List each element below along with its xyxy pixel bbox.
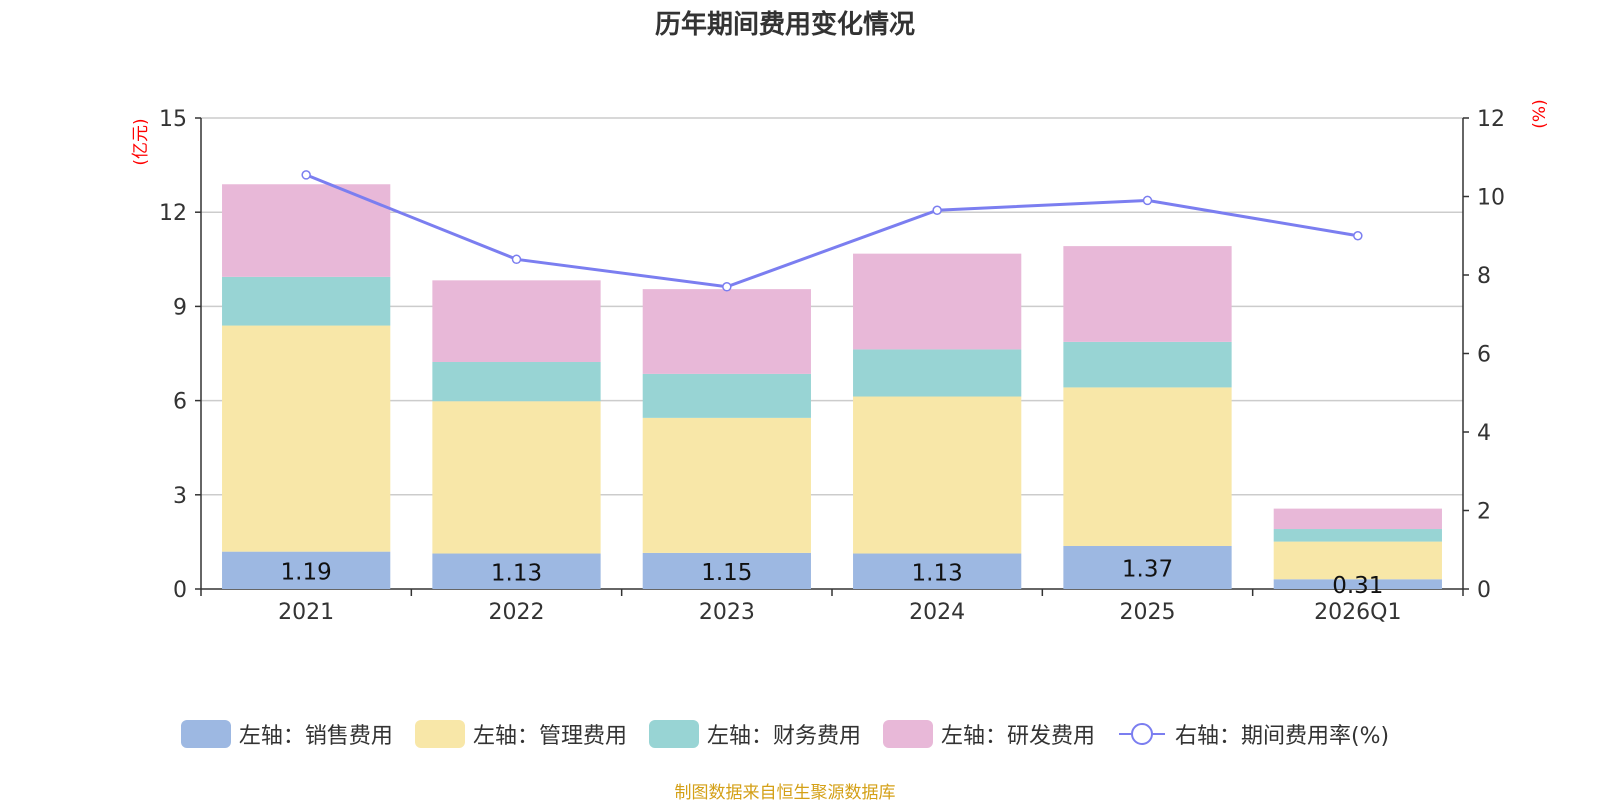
legend-swatch-admin xyxy=(414,720,465,748)
legend-label-rate: 右轴：期间费用率(%) xyxy=(1174,724,1390,749)
legend-swatch-sales xyxy=(180,720,231,748)
right-axis-tick-label: 2 xyxy=(1477,500,1491,525)
bar-finance xyxy=(1063,341,1232,388)
bar-sales xyxy=(1063,545,1232,589)
right-axis-tick-label: 0 xyxy=(1477,578,1491,603)
source-note: 制图数据来自恒生聚源数据库 xyxy=(674,783,896,803)
rate-point xyxy=(932,205,942,215)
right-axis-unit-label: (%) xyxy=(1530,99,1550,128)
bar-data-label: 1.13 xyxy=(912,560,963,586)
legend-item-sales[interactable]: 左轴：销售费用 xyxy=(180,718,393,750)
bar-rnd xyxy=(853,253,1022,350)
left-axis-tick-label: 0 xyxy=(173,578,187,603)
bar-sales xyxy=(642,552,811,589)
bar-finance xyxy=(432,361,601,402)
rate-point xyxy=(722,282,732,292)
bar-sales xyxy=(1273,579,1442,589)
left-axis-tick-label: 3 xyxy=(173,484,187,509)
legend-item-finance[interactable]: 左轴：财务费用 xyxy=(648,718,861,750)
rate-point xyxy=(1142,195,1153,206)
legend-swatch-rnd xyxy=(882,720,933,748)
rate-point xyxy=(511,254,522,265)
bar-data-label: 1.13 xyxy=(491,560,542,586)
left-axis-unit-label: (亿元) xyxy=(131,118,151,165)
right-axis-tick-label: 8 xyxy=(1477,264,1491,289)
bar-data-label: 1.15 xyxy=(701,560,752,586)
rate-point xyxy=(1353,231,1363,241)
right-axis-tick-label: 6 xyxy=(1477,343,1491,368)
right-axis-tick-label: 10 xyxy=(1477,186,1505,211)
bar-finance xyxy=(222,276,391,326)
bar-sales xyxy=(222,551,391,589)
legend-item-rnd[interactable]: 左轴：研发费用 xyxy=(882,718,1095,750)
x-axis-category-label: 2023 xyxy=(699,600,755,625)
x-axis-category-label: 2026Q1 xyxy=(1314,600,1401,625)
x-axis-category-label: 2024 xyxy=(909,600,965,625)
bar-admin xyxy=(432,401,601,554)
legend-label-sales: 左轴：销售费用 xyxy=(238,724,393,749)
rate-line xyxy=(305,173,1359,289)
bar-admin xyxy=(1063,387,1232,546)
bar-admin xyxy=(642,417,811,553)
bar-sales xyxy=(853,553,1022,589)
bar-rnd xyxy=(1063,246,1232,342)
bar-sales xyxy=(432,553,601,589)
bar-admin xyxy=(853,396,1022,554)
left-axis-tick-label: 15 xyxy=(159,107,187,132)
x-axis-category-label: 2022 xyxy=(489,600,545,625)
legend-label-finance: 左轴：财务费用 xyxy=(706,724,861,749)
x-axis-category-label: 2021 xyxy=(278,600,334,625)
left-axis-tick-label: 9 xyxy=(173,295,187,320)
bar-finance xyxy=(853,349,1022,397)
bar-rnd xyxy=(642,289,811,374)
bar-admin xyxy=(1273,541,1442,580)
rate-point xyxy=(301,170,311,180)
x-axis-category-label: 2025 xyxy=(1120,600,1176,625)
legend-swatch-finance xyxy=(648,720,699,748)
bar-data-label: 1.37 xyxy=(1122,556,1173,582)
chart-title: 历年期间费用变化情况 xyxy=(654,10,915,40)
left-axis-tick-label: 6 xyxy=(173,390,187,415)
bar-admin xyxy=(222,325,391,552)
bar-rnd xyxy=(432,280,601,362)
bar-data-label: 0.31 xyxy=(1332,573,1383,599)
legend-item-admin[interactable]: 左轴：管理费用 xyxy=(414,718,627,750)
legend-label-admin: 左轴：管理费用 xyxy=(472,724,627,749)
legend: 左轴：销售费用 左轴：管理费用 左轴：财务费用 左轴：研发费用 右轴：期间费用率… xyxy=(0,718,1570,750)
left-axis-tick-label: 12 xyxy=(159,201,187,226)
bar-rnd xyxy=(222,184,391,277)
bar-data-label: 1.19 xyxy=(281,559,332,585)
right-axis-tick-label: 12 xyxy=(1477,107,1505,132)
legend-label-rnd: 左轴：研发费用 xyxy=(940,724,1095,749)
bar-finance xyxy=(1273,529,1442,542)
legend-line-circle-icon xyxy=(1118,723,1165,745)
bar-rnd xyxy=(1273,508,1442,530)
right-axis-tick-label: 4 xyxy=(1477,421,1491,446)
legend-item-rate[interactable]: 右轴：期间费用率(%) xyxy=(1117,718,1389,750)
bar-finance xyxy=(642,373,811,418)
